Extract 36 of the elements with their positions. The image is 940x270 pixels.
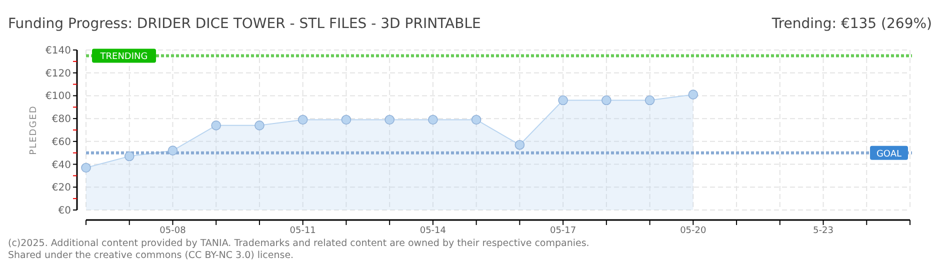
y-tick-label: €60 [52, 136, 71, 148]
point [471, 114, 482, 125]
text: (c)2025. Additional content provided by TANIA. Trademarks and related content are owned by their respective companies. [8, 238, 590, 249]
y-tick-label: €20 [52, 182, 71, 194]
chart-subtitle: Trending: €135 (269%) [770, 16, 932, 32]
point [384, 114, 394, 125]
x-tick-label: 05-17 [550, 226, 576, 236]
point [644, 95, 655, 106]
point [602, 95, 612, 106]
y-axis-title: PLEDGED [29, 105, 39, 155]
y-tick-label: €80 [52, 114, 71, 126]
point [428, 114, 438, 125]
y-tick-label: €100 [46, 91, 71, 102]
x-tick-label: 05-11 [290, 226, 316, 236]
point [168, 146, 178, 156]
x-tick-label: 05-08 [160, 226, 186, 236]
chart-title: Funding Progress: DRIDER DICE TOWER - STL FILES - 3D PRINTABLE [8, 16, 481, 32]
point [124, 151, 134, 162]
y-tick-label: €140 [46, 46, 71, 56]
x-tick-label: 5-23 [813, 226, 834, 236]
y-tick-label: €40 [52, 160, 71, 171]
y-tick-label: €120 [46, 68, 71, 80]
point [341, 114, 352, 125]
point [211, 120, 222, 130]
point [81, 162, 91, 173]
point [254, 120, 264, 130]
point [298, 114, 308, 125]
ref-line-label: TRENDING [99, 52, 148, 62]
x-tick-label: 05-20 [680, 226, 707, 236]
point [514, 140, 525, 150]
point [688, 90, 698, 100]
point [558, 95, 568, 106]
x-tick-label: 05-14 [420, 226, 446, 236]
ref-line-label: GOAL [876, 149, 902, 160]
y-tick-label: €0 [58, 206, 71, 216]
text: Shared under the creative commons (CC BY-NC 3.0) license. [8, 250, 294, 261]
